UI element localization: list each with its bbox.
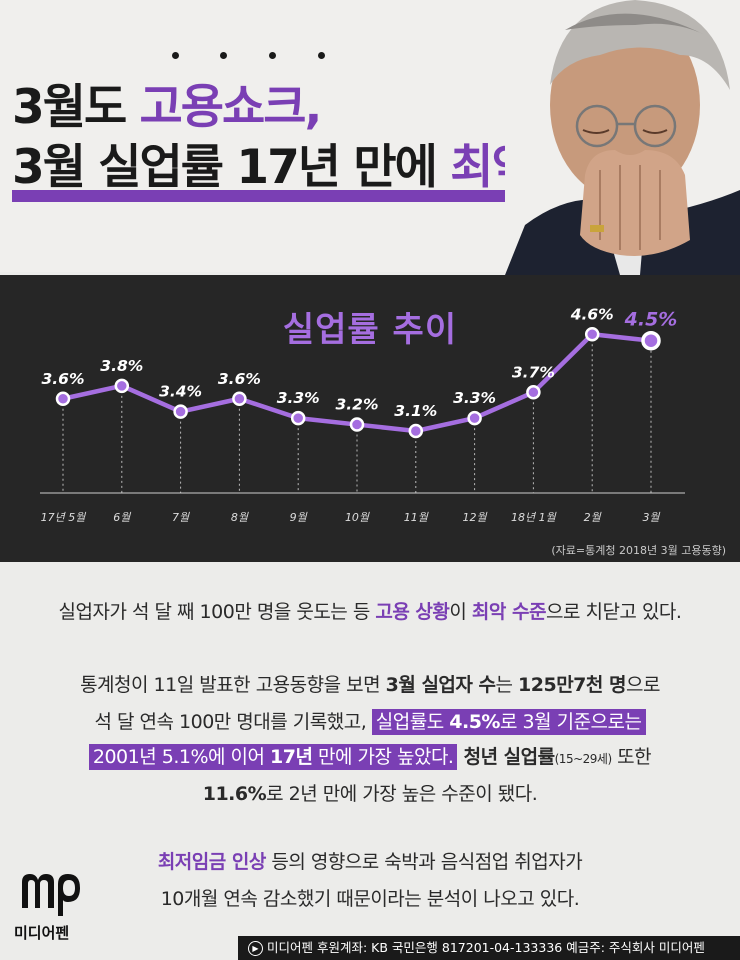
data-point	[349, 417, 365, 432]
x-tick-label: 12월	[463, 511, 488, 524]
data-label: 3.4%	[159, 383, 202, 401]
paragraph-1: 실업자가 석 달 째 100만 명을 웃도는 등 고용 상황이 최악 수준으로 …	[58, 601, 682, 623]
chart-source: (자료=통계청 2018년 3월 고용동향)	[551, 544, 726, 557]
data-label: 3.1%	[394, 402, 437, 420]
data-label: 3.6%	[42, 370, 85, 388]
series-line	[62, 332, 652, 434]
footer-text: 미디어펜 후원계좌: KB 국민은행 817201-04-133336 예금주:…	[267, 940, 705, 955]
highlight-box-2: 2001년 5.1%에 이어 17년 만에 가장 높았다.	[88, 744, 458, 770]
x-tick-label: 17년 5월	[41, 511, 87, 524]
data-point	[641, 330, 661, 351]
svg-text:mp: mp	[20, 868, 22, 869]
data-point	[114, 378, 130, 394]
data-point	[526, 385, 541, 400]
data-label: 4.5%	[624, 309, 678, 331]
person-photo	[505, 0, 740, 275]
unemployment-line-chart: 3.6% 17년 5월 3.8% 6월 3.4% 7월 3.6% 8월 3.3% 9월 3.2% 10…	[40, 305, 685, 524]
paragraph-2-line-2: 석 달 연속 100만 명대를 기록했고, 실업률도 4.5%로 3월 기준으로…	[0, 707, 740, 735]
headline-line-1: 3월도 고용쇼크,	[12, 68, 323, 137]
data-label: 4.6%	[570, 305, 614, 323]
paragraph-2-line-1: 통계청이 11일 발표한 고용동향을 보면 3월 실업자 수는 125만7천 명…	[80, 674, 660, 696]
headline-underline	[12, 190, 572, 202]
headline-line-1-highlight: 고용쇼크,	[139, 80, 323, 135]
paragraph-3-line-1: 최저임금 인상 등의 영향으로 숙박과 음식점업 취업자가	[157, 851, 583, 873]
chart-panel	[0, 275, 740, 562]
headline-line-2: 3월 실업률 17년 만에 최악	[12, 128, 535, 197]
data-label: 3.3%	[277, 389, 320, 407]
footer-bar: ▶ 미디어펜 후원계좌: KB 국민은행 817201-04-133336 예금주…	[238, 936, 740, 960]
data-point	[55, 391, 71, 406]
data-point	[232, 391, 247, 406]
highlight-box-1: 실업률도 4.5%로 3월 기준으로는	[371, 709, 646, 735]
data-label: 3.2%	[336, 396, 379, 414]
x-tick-label: 10월	[345, 511, 370, 524]
x-tick-label: 18년 1월	[511, 511, 557, 524]
logo-name: 미디어펜	[14, 924, 70, 942]
paragraph-2-line-3: 2001년 5.1%에 이어 17년 만에 가장 높았다. 청년 실업률(15~…	[0, 742, 740, 770]
data-label: 3.7%	[512, 363, 555, 381]
data-label: 3.6%	[218, 370, 261, 388]
data-point	[290, 410, 306, 426]
headline-line-1-plain: 3월도	[12, 80, 140, 135]
data-point	[173, 404, 188, 419]
x-tick-label: 9월	[290, 511, 308, 524]
paragraph-2-line-4: 11.6%로 2년 만에 가장 높은 수준이 됐다.	[202, 783, 538, 805]
data-point	[408, 423, 424, 439]
x-tick-label: 11월	[404, 511, 429, 524]
mp-logo-mark: mp	[20, 868, 80, 916]
x-tick-label: 6월	[113, 511, 131, 524]
x-tick-label: 2월	[584, 511, 602, 524]
data-label: 3.3%	[453, 389, 496, 407]
data-point	[467, 410, 482, 426]
headline-line-2-plain: 3월 실업률 17년 만에	[12, 140, 451, 195]
paragraph-3-line-2: 10개월 연속 감소했기 때문이라는 분석이 나오고 있다.	[160, 888, 580, 910]
data-label: 3.8%	[100, 357, 143, 375]
chart-title: 실업률 추이	[282, 310, 458, 350]
x-tick-label: 3월	[642, 511, 660, 524]
x-tick-label: 7월	[172, 511, 190, 524]
x-tick-label: 8월	[231, 511, 249, 524]
arrow-circle-icon: ▶	[248, 941, 263, 956]
data-point	[584, 327, 600, 342]
